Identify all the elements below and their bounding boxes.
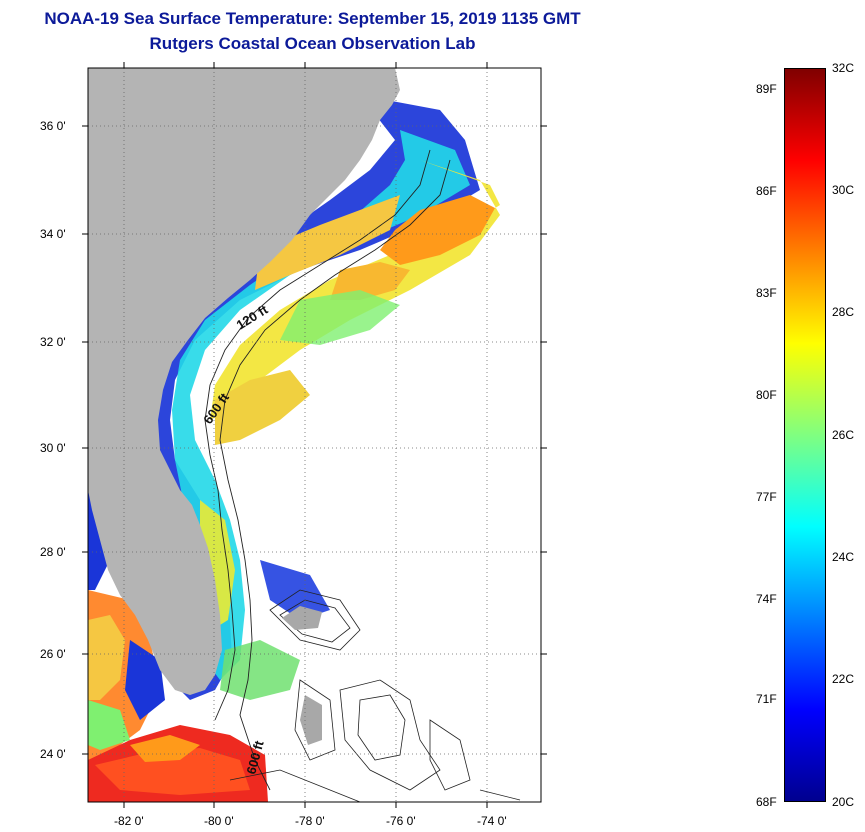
colorbar-label-c: 24C xyxy=(832,550,855,564)
colorbar-label-f: 83F xyxy=(756,286,777,300)
colorbar-label-f: 68F xyxy=(756,795,777,809)
colorbar-label-c: 32C xyxy=(832,61,855,75)
colorbar-label-c: 22C xyxy=(832,672,855,686)
axis-ticks xyxy=(82,62,547,808)
lon-label: -78 0' xyxy=(295,814,325,828)
colorbar-label-c: 30C xyxy=(832,183,855,197)
lon-label: -80 0' xyxy=(204,814,234,828)
colorbar-label-f: 80F xyxy=(756,388,777,402)
colorbar-label-f: 74F xyxy=(756,592,777,606)
latitude-labels: 36 0' 34 0' 32 0' 30 0' 28 0' 26 0' 24 0… xyxy=(40,119,66,761)
lat-label: 36 0' xyxy=(40,119,66,133)
temperature-colorbar xyxy=(784,68,826,802)
colorbar-label-f: 77F xyxy=(756,490,777,504)
lat-label: 32 0' xyxy=(40,335,66,349)
map-subtitle: Rutgers Coastal Ocean Observation Lab xyxy=(149,34,476,53)
lat-label: 26 0' xyxy=(40,647,66,661)
map-title: NOAA-19 Sea Surface Temperature: Septemb… xyxy=(44,9,581,28)
colorbar-label-f: 71F xyxy=(756,692,777,706)
lat-label: 30 0' xyxy=(40,441,66,455)
colorbar-label-f: 86F xyxy=(756,184,777,198)
lon-label: -74 0' xyxy=(477,814,507,828)
lon-label: -76 0' xyxy=(386,814,416,828)
colorbar-label-c: 28C xyxy=(832,305,855,319)
bathymetry-contours xyxy=(204,149,451,791)
map-frame xyxy=(87,67,542,803)
colorbar-label-c: 26C xyxy=(832,428,855,442)
sst-field xyxy=(88,84,500,802)
land-mass xyxy=(88,68,400,695)
colorbar-label-c: 20C xyxy=(832,795,855,809)
lon-label: -82 0' xyxy=(114,814,144,828)
lat-label: 34 0' xyxy=(40,227,66,241)
lat-label: 28 0' xyxy=(40,545,66,559)
lat-label: 24 0' xyxy=(40,747,66,761)
colorbar-label-f: 89F xyxy=(756,82,777,96)
longitude-labels: -82 0' -80 0' -78 0' -76 0' -74 0' xyxy=(114,814,507,828)
